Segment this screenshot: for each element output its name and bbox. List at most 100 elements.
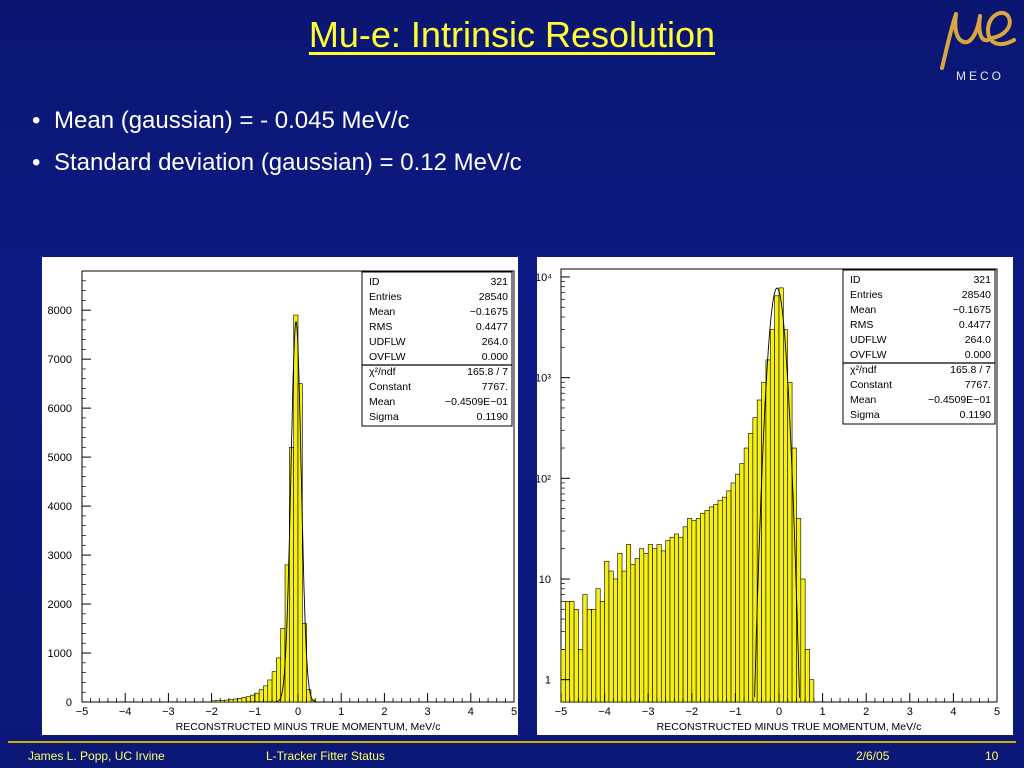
stats-value: 264.0 [965,334,991,346]
histogram-bar [752,417,758,703]
histogram-bar [630,563,636,703]
stats-label: Entries [369,291,402,303]
x-tick-label: −5 [76,706,89,718]
y-tick-label: 10 [539,574,551,586]
histogram-bar [634,558,640,703]
histogram-bar [276,657,282,703]
histogram-bar [674,533,680,703]
x-tick-label: −1 [249,706,262,718]
histogram-bar [228,699,234,703]
x-tick-label: −4 [598,706,611,718]
stats-label: UDFLW [369,336,406,348]
y-tick-label: 0 [66,697,72,709]
histogram-bar [569,601,575,703]
x-tick-label: −3 [642,706,655,718]
stats-value: 7767. [482,381,508,393]
histogram-bar [783,329,789,703]
x-tick-label: 0 [295,706,301,718]
histogram-bar [722,496,727,703]
x-tick-label: 5 [511,706,517,718]
histogram-bar [582,594,588,703]
stats-box-frame [361,271,513,427]
histogram-bar [267,679,273,703]
histogram-bar [730,482,736,703]
histogram-bar [639,548,645,703]
x-tick-label: 4 [468,706,474,718]
histogram-bar [765,359,771,703]
histogram-bar [769,329,775,703]
stats-label: ID [369,276,380,288]
histogram-bar [656,544,662,703]
stats-label: Entries [850,289,883,301]
histogram-bar [271,671,277,703]
histogram-bar [726,490,732,703]
histogram-bar [660,550,666,703]
histogram-bar [778,287,784,703]
stats-value: 0.000 [482,351,508,363]
gaussian-fit-curve [754,287,800,698]
histogram-bar [263,685,269,703]
histogram-bar [591,608,597,703]
bullet-item: • Standard deviation (gaussian) = 0.12 Me… [32,149,522,176]
histogram-bar [224,699,230,703]
footer-author: James L. Popp, UC Irvine [28,749,165,763]
x-tick-label: 2 [381,706,387,718]
y-tick-label: 10³ [537,373,551,385]
histogram-bar [643,552,649,703]
histogram-bar [211,700,217,703]
histogram-bar [560,649,566,703]
histogram-bar [297,383,303,703]
histogram-bar [669,536,675,703]
stats-box-frame [842,269,996,425]
stats-label: Mean [850,304,876,316]
stats-label: Mean [369,306,395,318]
x-tick-label: 5 [994,706,1000,718]
x-tick-label: 0 [776,706,782,718]
stats-value: −0.4509E−01 [445,396,508,408]
stats-label: Sigma [850,409,880,421]
stats-value: −0.1675 [953,304,991,316]
log-histogram-panel: −5 −4 −3 −2 −1 0 1 2 3 4 5 1 10 10² 10³ 10⁴ RECONSTRUCTE… [535,257,1013,735]
linear-histogram-chart: −5 −4 −3 −2 −1 0 1 2 3 4 5 0 1000 2000 3000 4000 5000 600… [48,270,517,733]
linear-histogram-panel: −5 −4 −3 −2 −1 0 1 2 3 4 5 0 1000 2000 3000 4000 5000 600… [42,257,518,735]
histogram-bar [578,649,584,703]
stats-label: Constant [850,379,892,391]
stats-label: Sigma [369,411,399,423]
stats-box: ID 321 Entries 28540 Mean −0.1675 RMS 0.4477 UDF… [361,271,513,427]
footer-talk-title: L-Tracker Fitter Status [266,749,385,763]
histogram-bar [613,578,618,703]
histogram-bar [573,608,579,703]
histogram-bar [748,433,754,703]
stats-label: Mean [850,394,876,406]
histogram-bar [293,314,299,703]
stats-value: −0.1675 [470,306,508,318]
histogram-bar [254,692,260,703]
meco-logo: MECO [940,10,1016,83]
stats-value: 28540 [962,289,991,301]
x-tick-label: 3 [425,706,431,718]
x-tick-label: −4 [119,706,132,718]
histogram-bar [604,560,610,703]
histogram-bar [599,601,605,703]
histogram-bar [678,536,684,703]
histogram-bar [565,601,571,703]
x-tick-label: −1 [729,706,742,718]
histogram-bar [700,512,706,703]
x-axis-label: RECONSTRUCTED MINUS TRUE MOMENTUM, MeV/c [657,721,922,733]
histogram-bar [280,628,286,703]
y-tick-label: 2000 [48,599,72,611]
histogram-bar [586,608,592,703]
stats-value: 264.0 [482,336,508,348]
x-tick-label: 1 [338,706,344,718]
histogram-bar [258,689,264,703]
histogram-bar [284,564,290,703]
bullet-item: • Mean (gaussian) = - 0.045 MeV/c [32,107,410,134]
x-tick-label: 3 [907,706,913,718]
stats-label: UDFLW [850,334,887,346]
y-tick-label: 8000 [48,305,72,317]
histogram-bar [232,698,238,703]
stats-value: −0.4509E−01 [928,394,991,406]
stats-value: 0.4477 [959,319,991,331]
histogram-bar [289,447,294,703]
stats-value: 321 [973,274,991,286]
